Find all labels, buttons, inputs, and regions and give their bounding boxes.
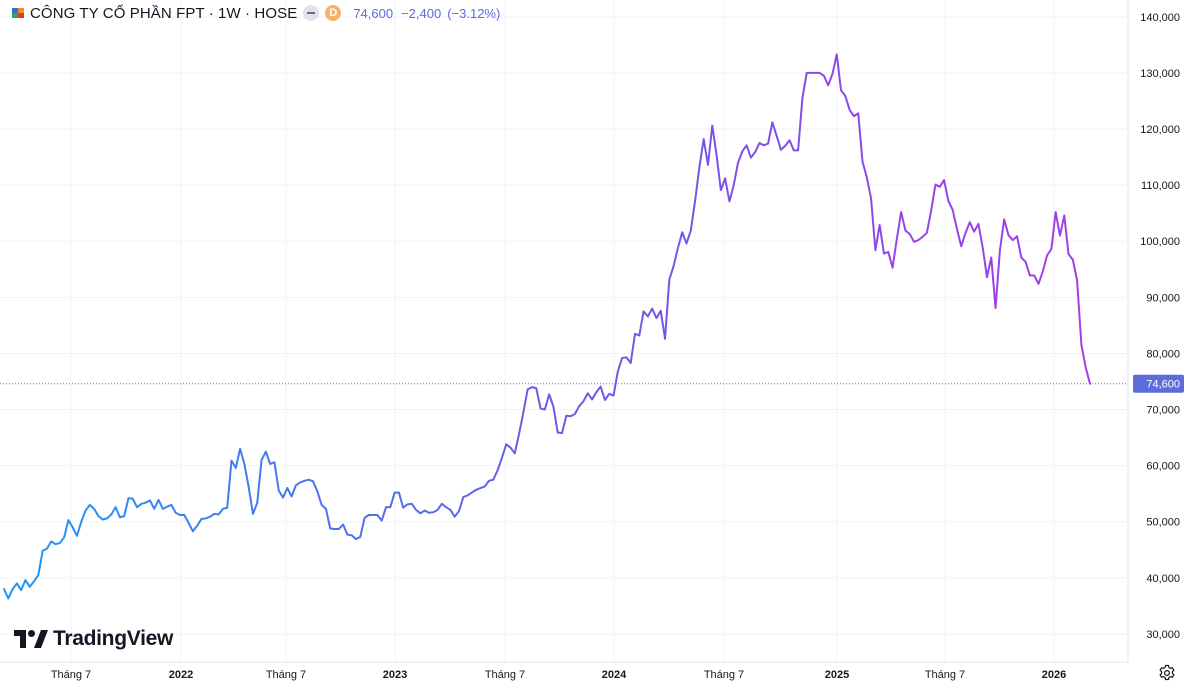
y-tick-label: 130,000 — [1140, 68, 1180, 80]
dash-icon[interactable] — [303, 5, 320, 21]
x-tick-label: Tháng 7 — [51, 669, 91, 681]
x-tick-label: 2026 — [1042, 669, 1066, 681]
dividend-badge[interactable]: D — [325, 5, 342, 21]
tradingview-logo-icon — [14, 630, 48, 648]
settings-gear-icon[interactable] — [1158, 664, 1176, 682]
x-tick-label: Tháng 7 — [704, 669, 744, 681]
y-tick-label: 100,000 — [1140, 236, 1180, 248]
y-tick-label: 40,000 — [1146, 573, 1180, 585]
x-tick-label: Tháng 7 — [266, 669, 306, 681]
y-tick-label: 90,000 — [1146, 292, 1180, 304]
symbol-title[interactable]: CÔNG TY CỔ PHẦN FPT · 1W · HOSE — [30, 4, 298, 22]
price-line — [3, 53, 1091, 600]
time-axis: Tháng 7 2022 Tháng 7 2023 Tháng 7 2024 Tháng 7… — [51, 669, 1066, 681]
price-change: −2,400 — [401, 5, 442, 21]
tradingview-logo[interactable]: TradingView — [14, 627, 173, 651]
last-price-label-bg — [1133, 374, 1184, 393]
last-price-marker: 74,600 — [0, 374, 1184, 393]
y-tick-label: 30,000 — [1146, 629, 1180, 641]
x-tick-label: 2022 — [169, 669, 193, 681]
y-tick-label: 110,000 — [1141, 180, 1180, 192]
y-tick-label: 50,000 — [1146, 517, 1180, 529]
flag-icon — [12, 8, 24, 18]
logo-text: TradingView — [53, 627, 174, 650]
y-tick-label: 60,000 — [1146, 461, 1180, 473]
price-axis: 30,000 40,000 50,000 60,000 70,000 80,000 90,0… — [1140, 12, 1180, 641]
y-tick-label: 140,000 — [1140, 12, 1180, 24]
y-tick-label: 120,000 — [1140, 124, 1180, 136]
chart-grid — [0, 0, 1128, 662]
x-tick-label: Tháng 7 — [485, 669, 525, 681]
x-tick-label: 2025 — [825, 669, 849, 681]
x-tick-label: 2024 — [602, 669, 627, 681]
x-tick-label: Tháng 7 — [925, 669, 965, 681]
chart-header: CÔNG TY CỔ PHẦN FPT · 1W · HOSE D 74,600… — [12, 3, 500, 23]
last-price-label: 74,600 — [1146, 379, 1180, 391]
price-change-percent: (−3.12%) — [447, 5, 501, 21]
y-tick-label: 80,000 — [1146, 348, 1180, 360]
y-tick-label: 70,000 — [1146, 405, 1180, 417]
last-price-value: 74,600 — [353, 5, 394, 21]
x-tick-label: 2023 — [383, 669, 407, 681]
price-series — [3, 53, 1091, 600]
